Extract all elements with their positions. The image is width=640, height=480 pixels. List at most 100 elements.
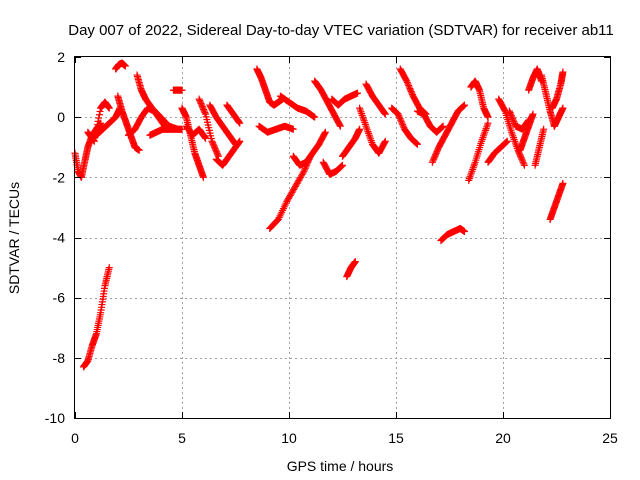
series-arc-11 [178,104,207,181]
data-point [407,88,415,96]
data-point [413,140,421,148]
data-point [210,142,218,150]
data-point [430,155,438,163]
data-point [395,112,403,120]
data-point [178,125,186,133]
data-point [201,133,209,141]
data-point [235,118,243,126]
x-tick-label: 0 [71,430,79,446]
data-point [296,175,304,183]
data-point [540,125,548,133]
series-arc-33 [437,224,468,245]
series-arc-45 [550,104,567,130]
data-point [93,121,101,129]
data-point [93,124,101,132]
data-point [381,137,389,145]
data-point [508,113,516,121]
data-point [178,86,186,94]
data-point [520,160,528,168]
plot-frame [74,56,611,419]
data-point [94,117,102,125]
data-point [294,178,302,186]
series-arc-23 [319,158,346,178]
data-point [510,118,518,126]
data-point [212,146,220,154]
data-point [460,227,468,235]
data-point [285,193,293,201]
data-point [209,139,217,147]
data-point [438,123,446,131]
y-tick-label: 2 [57,49,65,65]
series-arc-08 [133,71,182,133]
data-point [434,146,442,154]
data-point [310,113,318,121]
y-tick-label: -10 [45,410,65,426]
data-point [291,182,299,190]
data-point [459,102,467,110]
data-point [236,119,244,127]
y-tick-label: -2 [53,169,66,185]
data-point [295,176,303,184]
data-point [287,190,295,198]
data-point [518,157,526,165]
data-point [397,116,405,124]
data-point [559,179,567,187]
y-tick-label: -8 [53,350,66,366]
data-point [201,109,209,117]
series-arc-03 [84,98,113,145]
data-point [301,166,309,174]
data-point [196,97,204,105]
series-arc-29 [388,104,421,148]
data-point [500,106,508,114]
data-point [520,161,528,169]
data-point [529,110,537,118]
data-point [515,149,523,157]
data-point [413,140,421,148]
data-point [408,89,416,97]
data-point [236,137,244,145]
series-arc-20 [276,92,319,121]
series-arc-34 [465,119,492,184]
data-point [518,155,526,163]
series-arc-12 [182,122,210,142]
data-point [399,121,407,129]
data-point [195,95,203,103]
series-arc-05 [112,59,129,73]
data-point [406,85,414,93]
data-point [336,121,344,129]
data-point [321,128,329,136]
data-point [407,86,415,94]
data-point [337,163,345,171]
data-point [321,129,329,137]
y-axis-label: SDTVAR / TECUs [6,182,22,294]
series-arc-17 [253,65,287,109]
data-point [211,143,219,151]
data-point [502,138,510,146]
data-point [209,140,217,148]
x-tick-label: 10 [281,430,297,446]
data-point [517,154,525,162]
series-arc-09 [146,125,186,139]
data-point [509,116,517,124]
data-point [438,123,446,131]
data-point [208,137,216,145]
data-point [311,113,319,121]
data-point [339,161,346,169]
data-point [396,115,404,123]
data-point [517,152,525,160]
data-point [197,100,205,108]
data-point [309,112,317,120]
series-arc-44 [548,68,567,112]
data-point [353,89,361,97]
series-arc-10 [169,86,186,94]
data-point [507,110,515,118]
ticks [75,57,611,419]
y-tick-labels: -10 -8 -6 -4 -2 0 2 [45,49,65,426]
series-arc-13 [195,95,222,160]
data-point [135,146,143,154]
series-arc-18 [255,122,297,136]
x-axis-label: GPS time / hours [287,458,394,474]
y-tick-label: -4 [53,230,66,246]
series-arc-35 [467,77,492,121]
